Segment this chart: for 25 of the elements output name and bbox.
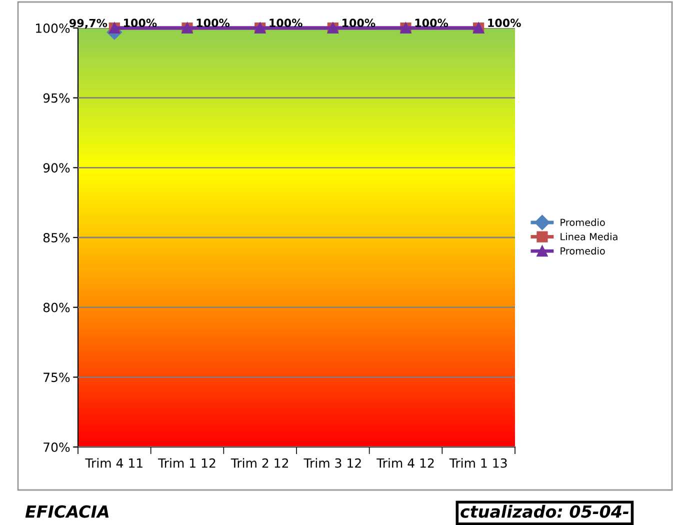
data-label: 100% xyxy=(488,18,521,28)
x-tick-label: Trim 1 13 xyxy=(449,458,507,468)
x-tick-label: Trim 4 11 xyxy=(85,458,142,468)
x-tick-label: Trim 4 12 xyxy=(376,458,434,468)
x-tick-label: Trim 1 12 xyxy=(158,458,216,468)
x-tick-label: Trim 2 12 xyxy=(230,458,288,468)
data-label: 100% xyxy=(342,18,376,28)
y-tick-label: 80% xyxy=(43,302,70,312)
legend-label: Promedio xyxy=(560,218,605,226)
data-label: 100% xyxy=(415,18,448,28)
y-tick-label: 95% xyxy=(43,93,70,103)
text: ctualizado: 05-04- xyxy=(460,504,628,518)
x-tick-label: Trim 3 12 xyxy=(304,458,361,468)
y-tick-label: 70% xyxy=(44,442,70,452)
legend-label: Linea Media xyxy=(560,232,618,240)
y-tick-label: 85% xyxy=(43,232,70,242)
y-tick-label: 90% xyxy=(43,163,70,173)
y-tick-label: 75% xyxy=(44,372,70,382)
y-tick-label: 100% xyxy=(36,23,70,33)
data-label: 100% xyxy=(196,18,230,28)
data-label: 100% xyxy=(270,18,302,28)
data-label: 100% xyxy=(124,18,157,28)
legend-label: Promedio xyxy=(560,247,605,255)
text: EFICACIA xyxy=(25,505,109,518)
data-label: 99,7% xyxy=(70,18,108,29)
